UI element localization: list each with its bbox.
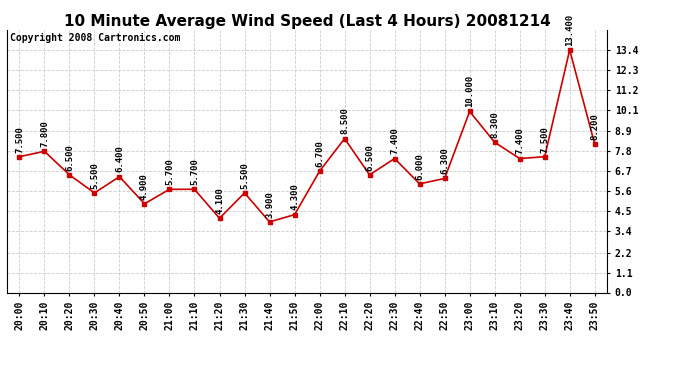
Text: Copyright 2008 Cartronics.com: Copyright 2008 Cartronics.com <box>10 33 180 43</box>
Text: 7.800: 7.800 <box>40 120 49 147</box>
Text: 4.900: 4.900 <box>140 173 149 200</box>
Text: 7.500: 7.500 <box>15 126 24 153</box>
Text: 5.700: 5.700 <box>190 158 199 185</box>
Text: 5.700: 5.700 <box>165 158 174 185</box>
Text: 3.900: 3.900 <box>265 191 274 218</box>
Text: 6.700: 6.700 <box>315 140 324 167</box>
Text: 7.400: 7.400 <box>515 128 524 154</box>
Text: 5.500: 5.500 <box>90 162 99 189</box>
Text: 10.000: 10.000 <box>465 75 474 107</box>
Text: 13.400: 13.400 <box>565 13 574 46</box>
Text: 6.300: 6.300 <box>440 147 449 174</box>
Text: 6.000: 6.000 <box>415 153 424 180</box>
Text: 7.500: 7.500 <box>540 126 549 153</box>
Text: 6.500: 6.500 <box>365 144 374 171</box>
Title: 10 Minute Average Wind Speed (Last 4 Hours) 20081214: 10 Minute Average Wind Speed (Last 4 Hou… <box>63 14 551 29</box>
Text: 8.200: 8.200 <box>590 113 599 140</box>
Text: 8.300: 8.300 <box>490 111 499 138</box>
Text: 8.500: 8.500 <box>340 108 349 135</box>
Text: 4.300: 4.300 <box>290 184 299 210</box>
Text: 7.400: 7.400 <box>390 128 399 154</box>
Text: 6.500: 6.500 <box>65 144 74 171</box>
Text: 6.400: 6.400 <box>115 146 124 172</box>
Text: 4.100: 4.100 <box>215 187 224 214</box>
Text: 5.500: 5.500 <box>240 162 249 189</box>
